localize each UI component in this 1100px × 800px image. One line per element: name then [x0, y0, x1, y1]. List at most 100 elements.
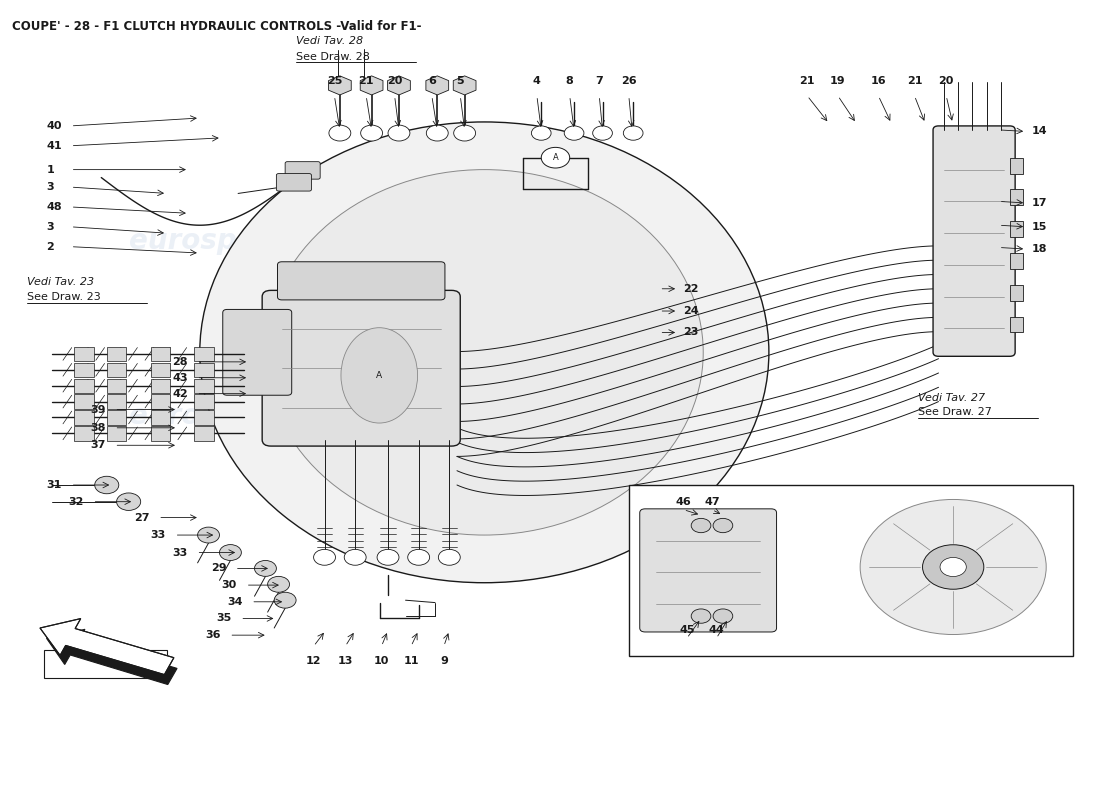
Bar: [151, 346, 170, 361]
Text: 2: 2: [46, 242, 54, 252]
Text: 6: 6: [428, 76, 436, 86]
Bar: [1010, 317, 1023, 333]
Text: 19: 19: [830, 76, 846, 86]
Ellipse shape: [341, 328, 418, 423]
Bar: [74, 394, 94, 409]
Text: eurospa res: eurospa res: [480, 402, 664, 430]
Text: 32: 32: [68, 497, 84, 506]
Bar: [74, 362, 94, 377]
Circle shape: [198, 527, 220, 543]
Text: 47: 47: [704, 497, 719, 506]
Text: 5: 5: [456, 76, 464, 86]
Text: 7: 7: [595, 76, 603, 86]
Text: 26: 26: [621, 76, 637, 86]
Bar: [151, 426, 170, 441]
Bar: [195, 426, 214, 441]
Bar: [107, 378, 126, 393]
Text: 36: 36: [206, 630, 221, 640]
Circle shape: [388, 125, 410, 141]
Bar: [195, 378, 214, 393]
Circle shape: [691, 609, 711, 623]
Circle shape: [254, 561, 276, 576]
Circle shape: [691, 518, 711, 533]
Text: 3: 3: [46, 182, 54, 192]
Text: 22: 22: [683, 284, 698, 294]
Text: 11: 11: [404, 656, 419, 666]
Text: COUPE' - 28 - F1 CLUTCH HYDRAULIC CONTROLS -Valid for F1-: COUPE' - 28 - F1 CLUTCH HYDRAULIC CONTRO…: [11, 20, 421, 34]
Circle shape: [624, 126, 644, 140]
Bar: [195, 410, 214, 425]
Text: 34: 34: [227, 597, 243, 606]
Text: 45: 45: [679, 626, 694, 635]
Ellipse shape: [265, 170, 703, 535]
Circle shape: [531, 126, 551, 140]
Text: 33: 33: [151, 530, 166, 540]
Text: 12: 12: [306, 656, 321, 666]
Circle shape: [329, 125, 351, 141]
Text: 43: 43: [173, 373, 188, 382]
Bar: [151, 394, 170, 409]
Text: 31: 31: [46, 480, 62, 490]
Bar: [1010, 253, 1023, 269]
Text: 37: 37: [90, 440, 106, 450]
Text: A: A: [376, 371, 383, 380]
Circle shape: [541, 147, 570, 168]
Text: Vedi Tav. 27: Vedi Tav. 27: [917, 393, 984, 402]
Circle shape: [427, 125, 448, 141]
Text: 40: 40: [46, 121, 62, 131]
Text: eurospa res: eurospa res: [129, 227, 315, 255]
Text: 23: 23: [683, 327, 698, 338]
Text: 29: 29: [211, 563, 227, 574]
Text: 41: 41: [46, 141, 63, 150]
Text: 21: 21: [359, 76, 374, 86]
Text: eurospa res: eurospa res: [480, 227, 664, 255]
Text: 4: 4: [532, 76, 541, 86]
Text: See Draw. 27: See Draw. 27: [917, 407, 991, 417]
Text: Vedi Tav. 23: Vedi Tav. 23: [26, 278, 94, 287]
Text: 20: 20: [387, 76, 403, 86]
Circle shape: [377, 550, 399, 566]
Bar: [629, 485, 1074, 656]
FancyBboxPatch shape: [285, 162, 320, 179]
Text: 1: 1: [46, 165, 54, 174]
Bar: [1010, 222, 1023, 237]
Bar: [107, 394, 126, 409]
Bar: [151, 362, 170, 377]
Circle shape: [117, 493, 141, 510]
FancyBboxPatch shape: [223, 310, 292, 395]
Text: 15: 15: [1032, 222, 1047, 232]
Text: 38: 38: [90, 423, 106, 433]
Bar: [74, 346, 94, 361]
Text: 9: 9: [440, 656, 448, 666]
Text: 46: 46: [675, 497, 692, 506]
Text: 20: 20: [938, 76, 954, 86]
Bar: [107, 410, 126, 425]
Bar: [1010, 285, 1023, 301]
Circle shape: [453, 125, 475, 141]
Bar: [1010, 158, 1023, 174]
Circle shape: [860, 499, 1046, 634]
Text: 28: 28: [173, 357, 188, 367]
Text: 10: 10: [374, 656, 389, 666]
Text: 27: 27: [134, 513, 150, 522]
Text: 13: 13: [338, 656, 353, 666]
Text: Vedi Tav. 28: Vedi Tav. 28: [296, 36, 363, 46]
Circle shape: [564, 126, 584, 140]
Bar: [74, 378, 94, 393]
Circle shape: [923, 545, 983, 590]
Bar: [74, 426, 94, 441]
Text: 35: 35: [217, 614, 231, 623]
Text: A: A: [552, 153, 559, 162]
FancyArrow shape: [46, 630, 177, 685]
Ellipse shape: [200, 122, 769, 582]
Text: 21: 21: [800, 76, 815, 86]
Text: 24: 24: [683, 306, 700, 316]
Text: eurospa res: eurospa res: [129, 402, 315, 430]
Circle shape: [408, 550, 430, 566]
FancyBboxPatch shape: [933, 126, 1015, 356]
FancyArrow shape: [40, 618, 174, 674]
Text: 25: 25: [327, 76, 342, 86]
Circle shape: [593, 126, 613, 140]
Bar: [107, 426, 126, 441]
Text: 16: 16: [870, 76, 887, 86]
